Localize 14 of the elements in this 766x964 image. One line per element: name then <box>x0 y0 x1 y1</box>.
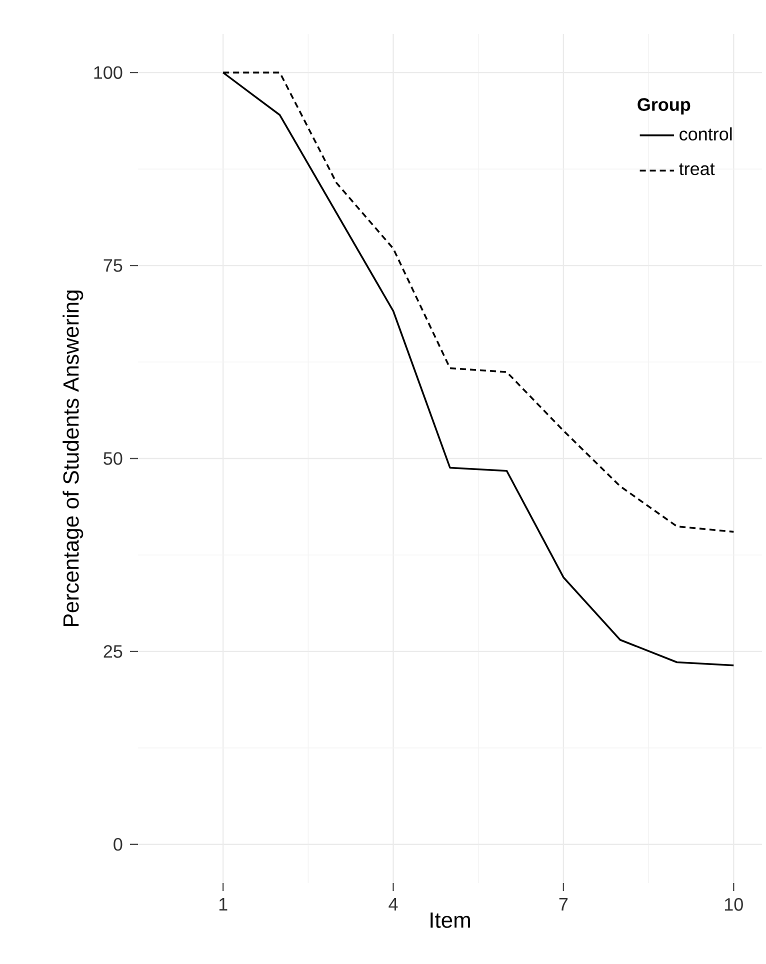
x-tick-label: 7 <box>559 898 568 910</box>
x-tick-label: 4 <box>388 898 398 910</box>
y-tick-label: 0 <box>114 838 122 851</box>
y-tick-label: 25 <box>104 645 122 658</box>
y-axis-title: Percentage of Students Answering <box>62 290 84 626</box>
y-tick-label: 75 <box>104 259 122 272</box>
legend-title: Group <box>638 98 690 114</box>
legend-label: control <box>680 127 732 141</box>
legend-label: treat <box>679 163 715 176</box>
x-tick-label: 1 <box>219 898 228 910</box>
x-tick-label: 10 <box>725 898 743 911</box>
y-tick-label: 50 <box>104 452 122 465</box>
x-axis-title: Item <box>430 912 470 928</box>
y-tick-label: 100 <box>94 66 122 79</box>
